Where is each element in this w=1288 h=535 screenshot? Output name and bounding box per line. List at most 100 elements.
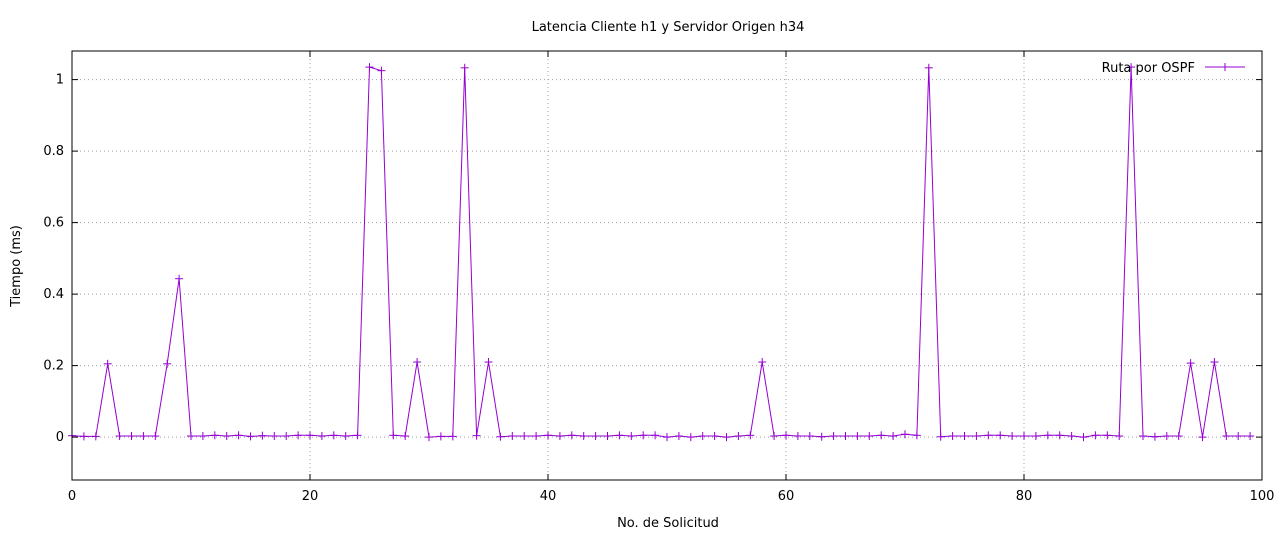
data-point bbox=[1186, 359, 1195, 368]
data-point bbox=[829, 432, 838, 441]
data-point bbox=[127, 432, 136, 441]
data-point bbox=[972, 432, 981, 441]
data-point bbox=[722, 433, 731, 442]
data-point bbox=[698, 432, 707, 441]
data-point bbox=[1139, 432, 1147, 441]
series-line bbox=[71, 66, 1251, 438]
data-point bbox=[1174, 432, 1183, 441]
data-point bbox=[686, 433, 695, 442]
data-point bbox=[79, 432, 88, 441]
data-point bbox=[1198, 433, 1207, 442]
x-tick-label: 20 bbox=[302, 489, 319, 504]
data-point bbox=[1103, 431, 1112, 440]
data-point bbox=[151, 432, 160, 441]
data-point bbox=[1008, 432, 1017, 441]
data-point bbox=[222, 432, 231, 441]
x-axis-label: No. de Solicitud bbox=[617, 516, 719, 531]
data-point bbox=[270, 432, 279, 441]
data-point bbox=[329, 431, 338, 440]
x-tick-label: 80 bbox=[1016, 489, 1033, 504]
data-point bbox=[1246, 432, 1255, 441]
data-point bbox=[282, 432, 291, 441]
data-point bbox=[103, 359, 112, 368]
data-point bbox=[627, 432, 636, 441]
data-point bbox=[472, 431, 481, 440]
data-point bbox=[1055, 431, 1064, 440]
data-point bbox=[413, 358, 422, 367]
data-point bbox=[912, 431, 921, 440]
data-point bbox=[258, 431, 267, 440]
data-point bbox=[91, 432, 100, 441]
data-point bbox=[877, 431, 886, 440]
data-point bbox=[1234, 432, 1243, 441]
plot-border bbox=[71, 50, 1263, 481]
chart-title: Latencia Cliente h1 y Servidor Origen h3… bbox=[532, 20, 805, 35]
data-point bbox=[1115, 432, 1124, 441]
y-tick-label: 0 bbox=[56, 430, 64, 445]
data-point bbox=[674, 432, 683, 441]
data-point bbox=[734, 432, 743, 441]
data-point bbox=[805, 432, 814, 441]
data-point bbox=[460, 63, 469, 72]
data-point bbox=[175, 274, 184, 283]
data-point bbox=[865, 432, 874, 441]
data-point bbox=[746, 431, 755, 440]
data-point bbox=[389, 431, 398, 440]
data-point bbox=[341, 432, 350, 441]
data-point bbox=[544, 431, 552, 440]
data-point bbox=[425, 433, 433, 442]
data-point bbox=[448, 432, 457, 441]
data-point bbox=[139, 432, 148, 441]
data-point bbox=[377, 66, 386, 75]
data-point bbox=[793, 432, 802, 441]
data-point bbox=[1162, 432, 1171, 441]
data-point bbox=[1079, 433, 1088, 442]
data-point bbox=[234, 431, 243, 440]
data-point bbox=[948, 432, 957, 441]
data-point bbox=[936, 432, 945, 441]
data-point bbox=[246, 432, 255, 441]
data-point bbox=[853, 432, 862, 441]
y-axis-label: Tiempo (ms) bbox=[9, 225, 24, 308]
data-point bbox=[663, 433, 671, 442]
x-tick-label: 40 bbox=[540, 489, 557, 504]
data-point bbox=[579, 432, 588, 441]
x-tick-label: 0 bbox=[68, 489, 76, 504]
data-point bbox=[817, 432, 826, 441]
data-point bbox=[163, 359, 172, 368]
data-point bbox=[591, 432, 600, 441]
y-tick-label: 0.2 bbox=[43, 359, 64, 374]
data-point bbox=[758, 358, 767, 367]
data-point bbox=[1127, 63, 1136, 72]
data-point bbox=[187, 432, 195, 441]
data-point bbox=[1210, 358, 1219, 367]
data-point bbox=[770, 432, 779, 441]
data-point bbox=[532, 432, 541, 441]
data-point bbox=[1091, 431, 1100, 440]
data-point bbox=[603, 432, 612, 441]
x-tick-label: 60 bbox=[778, 489, 795, 504]
data-point bbox=[555, 432, 564, 441]
data-point bbox=[306, 431, 314, 440]
legend-marker bbox=[1221, 63, 1229, 71]
data-point bbox=[1150, 432, 1159, 441]
data-point bbox=[436, 432, 445, 441]
data-point bbox=[567, 431, 576, 440]
y-tick-label: 0.4 bbox=[43, 287, 64, 302]
data-point bbox=[210, 431, 219, 440]
data-point bbox=[960, 432, 969, 441]
data-point bbox=[401, 432, 410, 441]
data-point bbox=[496, 432, 505, 441]
data-point bbox=[484, 358, 493, 367]
data-point bbox=[1020, 432, 1028, 441]
data-point bbox=[924, 63, 933, 72]
data-point bbox=[520, 432, 529, 441]
data-point bbox=[782, 431, 790, 440]
data-point bbox=[710, 432, 719, 441]
data-point bbox=[984, 431, 993, 440]
data-point bbox=[317, 432, 326, 441]
data-point bbox=[353, 431, 362, 440]
legend: Ruta por OSPF bbox=[1102, 61, 1245, 76]
